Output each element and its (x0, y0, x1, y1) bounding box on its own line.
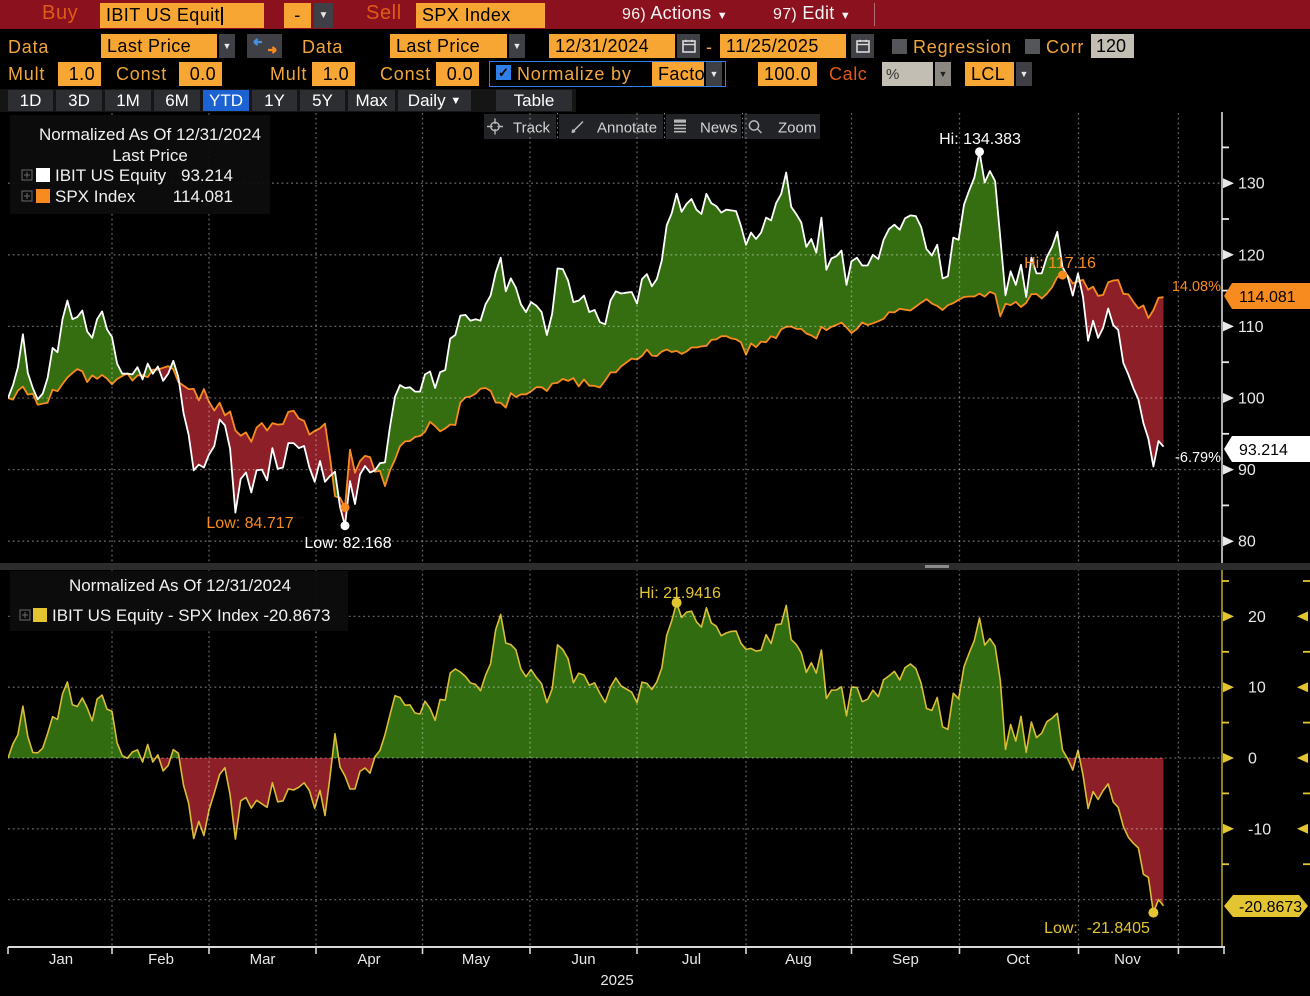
svg-text:Aug: Aug (785, 951, 812, 968)
svg-text:Normalized As Of 12/31/2024: Normalized As Of 12/31/2024 (39, 125, 261, 144)
svg-text:114.081: 114.081 (173, 187, 233, 206)
svg-text:Track: Track (513, 120, 550, 137)
svg-text:120: 120 (1238, 247, 1265, 264)
svg-text:14.08%: 14.08% (1172, 279, 1221, 295)
svg-text:News: News (700, 120, 738, 137)
svg-text:Feb: Feb (148, 951, 174, 968)
svg-text:93.214: 93.214 (1239, 442, 1288, 459)
svg-text:Hi: 21.9416: Hi: 21.9416 (639, 585, 721, 602)
svg-text:Annotate: Annotate (597, 120, 657, 137)
svg-text:-6.79%: -6.79% (1175, 450, 1221, 466)
svg-text:93.214: 93.214 (181, 166, 233, 185)
svg-text:Low: 82.168: Low: 82.168 (304, 535, 391, 552)
svg-text:May: May (462, 951, 491, 968)
svg-text:Normalized As Of 12/31/2024: Normalized As Of 12/31/2024 (69, 576, 291, 595)
svg-text:Zoom: Zoom (778, 120, 816, 137)
svg-text:114.081: 114.081 (1239, 289, 1296, 306)
svg-text:Oct: Oct (1006, 951, 1030, 968)
svg-text:Nov: Nov (1114, 951, 1141, 968)
svg-text:Apr: Apr (357, 951, 380, 968)
svg-text:-20.8673: -20.8673 (1239, 899, 1302, 916)
svg-text:Hi: 134.383: Hi: 134.383 (939, 131, 1021, 148)
svg-text:Jul: Jul (682, 951, 701, 968)
svg-text:Mar: Mar (250, 951, 276, 968)
svg-text:20: 20 (1248, 609, 1266, 626)
svg-text:IBIT US Equity: IBIT US Equity (55, 166, 167, 185)
svg-text:10: 10 (1248, 680, 1266, 697)
svg-text:130: 130 (1238, 176, 1265, 193)
svg-text:Last Price: Last Price (112, 146, 188, 165)
svg-text:80: 80 (1238, 534, 1256, 551)
svg-text:100: 100 (1238, 391, 1265, 408)
svg-text:Jan: Jan (49, 951, 73, 968)
svg-text:-10: -10 (1248, 821, 1271, 838)
svg-text:2025: 2025 (600, 972, 633, 989)
svg-text:110: 110 (1238, 319, 1264, 336)
svg-text:90: 90 (1238, 462, 1256, 479)
svg-text:Jun: Jun (571, 951, 595, 968)
svg-text:Sep: Sep (892, 951, 919, 968)
svg-text:0: 0 (1248, 751, 1257, 768)
svg-text:Hi: 117.16: Hi: 117.16 (1024, 255, 1096, 272)
svg-text:IBIT US Equity - SPX Index -20: IBIT US Equity - SPX Index -20.8673 (52, 606, 330, 625)
svg-text:SPX Index: SPX Index (55, 187, 136, 206)
svg-text:Low: -21.8405: Low: -21.8405 (1044, 920, 1150, 937)
svg-text:Low: 84.717: Low: 84.717 (206, 515, 293, 532)
